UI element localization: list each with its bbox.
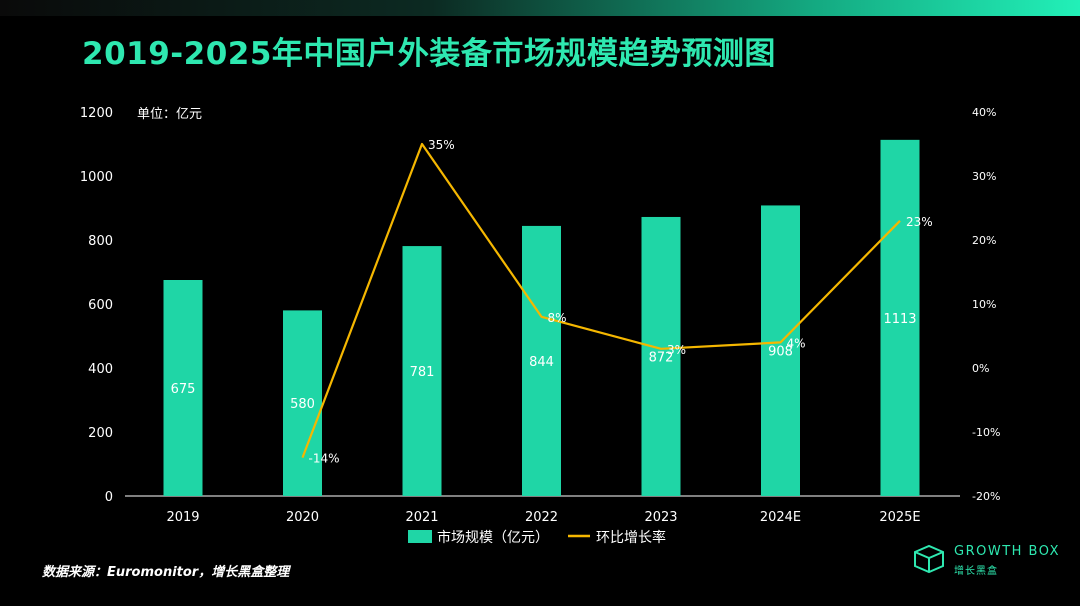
bar-2023 — [641, 216, 681, 496]
growth-rate-line — [301, 142, 901, 458]
x-tick-label: 2022 — [525, 510, 558, 525]
x-tick-label: 2023 — [644, 510, 677, 525]
data-source-note: 数据来源：Euromonitor，增长黑盒整理 — [42, 565, 290, 580]
y-left-tick-label: 200 — [88, 426, 113, 441]
growth-rate-label: 35% — [428, 138, 455, 152]
y-right-tick-label: 10% — [972, 298, 996, 311]
y-right-tick-label: 30% — [972, 170, 996, 183]
y-left-tick-label: 800 — [88, 234, 113, 249]
y-right-tick-label: -10% — [972, 426, 1000, 439]
bar-value-label: 675 — [171, 382, 196, 397]
legend-bar-swatch — [408, 530, 432, 543]
bar-value-label: 580 — [290, 397, 315, 412]
bar-value-label: 844 — [529, 355, 554, 370]
growth-rate-label: 23% — [906, 215, 933, 229]
cube-logo-icon — [914, 544, 944, 574]
bar-2020 — [283, 310, 322, 496]
y-left-tick-label: 1000 — [80, 170, 113, 185]
bar-2022 — [522, 225, 561, 497]
legend-bar-label: 市场规模（亿元） — [437, 529, 549, 546]
x-tick-label: 2024E — [760, 510, 801, 525]
growth-rate-label: 4% — [787, 336, 806, 350]
brand-subtitle: 增长黑盒 — [954, 566, 998, 577]
unit-label: 单位：亿元 — [137, 107, 202, 122]
bar-2025E — [880, 139, 920, 496]
x-tick-label: 2025E — [879, 510, 920, 525]
growth-rate-label: 8% — [548, 311, 567, 325]
bar-value-label: 872 — [649, 350, 674, 365]
bar-value-label: 1113 — [883, 312, 916, 327]
growth-rate-label: -14% — [309, 452, 340, 466]
top-accent-bar — [0, 0, 1080, 16]
chart-title: 2019-2025年中国户外装备市场规模趋势预测图 — [82, 36, 776, 72]
growth-rate-label: 3% — [667, 343, 686, 357]
bar-2019 — [163, 280, 203, 496]
brand-name: GROWTH BOX — [954, 544, 1061, 559]
y-left-tick-label: 600 — [88, 298, 113, 313]
brand-logo: GROWTH BOX 增长黑盒 — [912, 542, 1059, 577]
bar-2024E — [761, 205, 800, 496]
y-right-tick-label: 20% — [972, 234, 996, 247]
y-left-tick-label: 0 — [105, 490, 113, 505]
bar-value-label: 908 — [768, 345, 793, 360]
x-tick-label: 2021 — [405, 510, 438, 525]
y-left-tick-label: 400 — [88, 362, 113, 377]
y-right-tick-label: 40% — [972, 106, 996, 119]
bar-value-label: 781 — [410, 365, 435, 380]
y-right-tick-label: 0% — [972, 362, 989, 375]
y-left-tick-label: 1200 — [80, 106, 113, 121]
x-tick-label: 2019 — [166, 510, 199, 525]
legend-line-label: 环比增长率 — [596, 529, 666, 546]
x-tick-label: 2020 — [286, 510, 319, 525]
y-right-tick-label: -20% — [972, 490, 1000, 503]
bar-2021 — [402, 246, 442, 496]
